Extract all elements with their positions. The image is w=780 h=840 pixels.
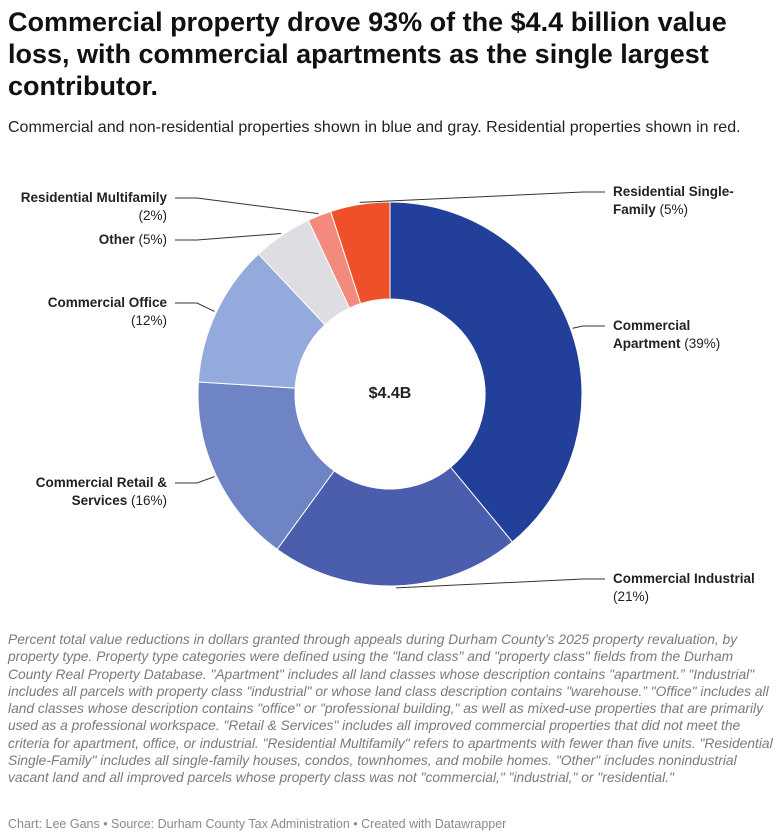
category-name: Residential Multifamily — [20, 190, 167, 205]
value-label: (21%) — [613, 589, 650, 604]
footer: Chart: Lee Gans • Source: Durham County … — [8, 817, 507, 831]
category-name: Other — [98, 232, 135, 247]
leader-line — [396, 578, 605, 589]
donut-slice — [330, 201, 391, 305]
value-label: (12%) — [130, 313, 167, 328]
leader-line — [572, 325, 605, 329]
donut-slice — [276, 466, 514, 587]
leader-line — [175, 302, 215, 312]
slice-label: Commercial Industrial (21%) — [613, 570, 773, 606]
category-name: Commercial Office — [47, 295, 167, 310]
slice-label: Other (5%) — [32, 231, 167, 249]
value-label: (39%) — [684, 336, 721, 351]
slice-label: Commercial Apartment (39%) — [613, 317, 733, 353]
donut-slice — [389, 201, 583, 543]
category-name: Residential Single-Family — [613, 184, 734, 217]
leader-line — [175, 233, 281, 241]
leader-line — [359, 191, 605, 203]
slice-label: Commercial Office (12%) — [32, 294, 167, 330]
value-label: (2%) — [138, 208, 167, 223]
leader-line — [175, 197, 319, 215]
category-name: Commercial Retail & Services — [35, 475, 167, 508]
value-label: (5%) — [138, 232, 167, 247]
leader-line — [175, 476, 215, 484]
center-label: $4.4B — [369, 385, 412, 402]
chart-title: Commercial property drove 93% of the $4.… — [8, 7, 727, 101]
chart-subtitle: Commercial and non-residential propertie… — [8, 119, 741, 136]
category-name: Commercial Apartment — [613, 318, 691, 351]
notes: Percent total value reductions in dollar… — [8, 632, 773, 786]
donut-slice — [197, 381, 335, 551]
category-name: Commercial Industrial — [613, 571, 755, 586]
slice-label: Residential Single-Family (5%) — [613, 183, 748, 219]
slice-label: Residential Multifamily (2%) — [2, 189, 167, 225]
value-label: (5%) — [659, 202, 689, 217]
slice-label: Commercial Retail & Services (16%) — [17, 474, 167, 510]
value-label: (16%) — [130, 493, 167, 508]
